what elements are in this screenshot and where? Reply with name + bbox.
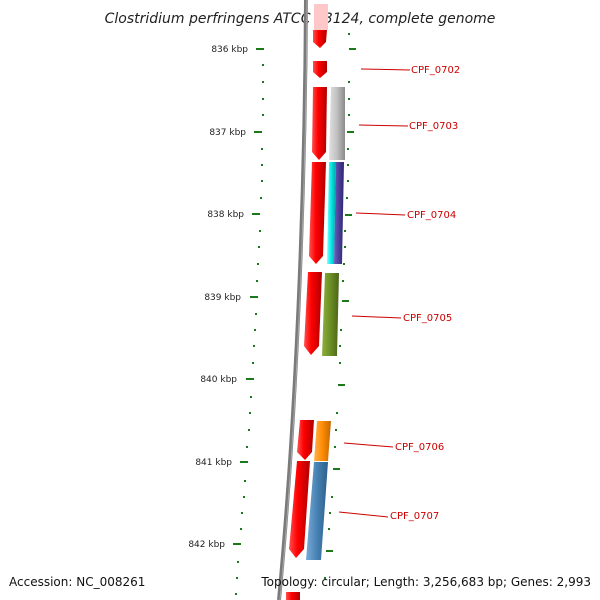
- gene-arrow[interactable]: [289, 461, 310, 558]
- gene-label-cpf-0702[interactable]: CPF_0702: [411, 65, 460, 76]
- gene-block[interactable]: [314, 4, 328, 30]
- gene-label-cpf-0707[interactable]: CPF_0707: [390, 511, 439, 522]
- scale-label: 837 kbp: [209, 128, 246, 138]
- map-title: Clostridium perfringens ATCC 13124, comp…: [105, 11, 496, 27]
- scale-label: 836 kbp: [211, 45, 248, 55]
- cog-block[interactable]: [314, 421, 331, 461]
- gene-label-cpf-0703[interactable]: CPF_0703: [409, 121, 458, 132]
- scale-label: 838 kbp: [207, 210, 244, 220]
- scale-label: 842 kbp: [188, 540, 225, 550]
- scale-label: 839 kbp: [204, 293, 241, 303]
- gene-arrow[interactable]: [309, 162, 326, 264]
- scale-ticks-major: [233, 48, 264, 545]
- gene-features-cog: [306, 87, 345, 560]
- gene-label-cpf-0705[interactable]: CPF_0705: [403, 313, 452, 324]
- genome-summary-text: Topology: circular; Length: 3,256,683 bp…: [260, 575, 591, 589]
- label-leaders: [338, 68, 411, 518]
- scale-label: 841 kbp: [195, 458, 232, 468]
- cog-block[interactable]: [322, 273, 339, 356]
- gene-arrow[interactable]: [297, 420, 314, 460]
- scale-label: 840 kbp: [200, 375, 237, 385]
- gene-arrow[interactable]: [304, 272, 322, 355]
- gene-features-forward: [286, 4, 328, 600]
- gene-block[interactable]: [286, 592, 300, 600]
- cog-block[interactable]: [329, 87, 345, 160]
- gene-arrow[interactable]: [313, 61, 327, 78]
- cog-block[interactable]: [327, 162, 336, 264]
- right-ticks: [324, 33, 356, 579]
- gene-arrow[interactable]: [313, 30, 327, 48]
- gene-label-cpf-0704[interactable]: CPF_0704: [407, 210, 456, 221]
- gene-label-cpf-0706[interactable]: CPF_0706: [395, 442, 444, 453]
- gene-arrow[interactable]: [312, 87, 327, 160]
- genome-backbone: [277, 0, 308, 600]
- cog-block[interactable]: [334, 162, 344, 264]
- scale-ticks-minor: [235, 64, 264, 595]
- cog-block[interactable]: [306, 462, 328, 560]
- accession-text: Accession: NC_008261: [9, 575, 145, 589]
